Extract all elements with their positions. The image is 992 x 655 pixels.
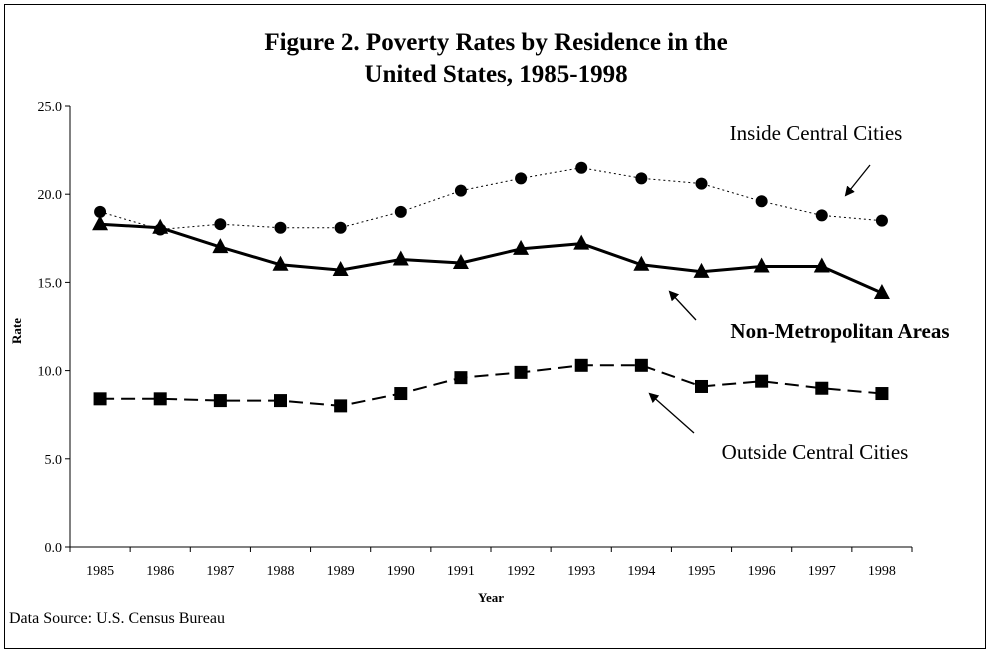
series-layer bbox=[92, 161, 890, 413]
x-tick-label: 1998 bbox=[868, 564, 896, 579]
x-tick-label: 1997 bbox=[808, 564, 836, 579]
circle-marker bbox=[515, 172, 528, 185]
triangle-marker bbox=[573, 234, 590, 250]
square-marker bbox=[274, 394, 287, 408]
circle-series-label: Inside Central Cities bbox=[730, 121, 903, 145]
axes: 0.0 5.0 10.0 15.0 20.0 25.0 1985 1986 1987 1988 19… bbox=[38, 100, 913, 579]
circle-marker bbox=[94, 205, 107, 218]
y-tick-label: 20.0 bbox=[38, 188, 63, 203]
x-tick-label: 1996 bbox=[748, 564, 776, 579]
y-tick-label: 10.0 bbox=[38, 365, 63, 380]
circle-marker bbox=[214, 218, 227, 231]
circle-marker bbox=[755, 195, 768, 208]
square-marker bbox=[213, 394, 227, 408]
triangle-marker bbox=[693, 262, 710, 278]
series-labels: Inside Central Cities Non-Metropolitan Ar… bbox=[648, 121, 950, 464]
circle-marker bbox=[454, 184, 467, 197]
square-marker bbox=[394, 387, 408, 401]
circle-marker bbox=[695, 177, 708, 190]
chart-frame bbox=[4, 4, 986, 649]
data-source-note: Data Source: U.S. Census Bureau bbox=[9, 610, 225, 627]
y-tick-label: 0.0 bbox=[45, 541, 63, 556]
triangle-marker bbox=[513, 239, 530, 255]
square-series-label: Outside Central Cities bbox=[722, 440, 909, 464]
square-series-line bbox=[100, 364, 882, 407]
square-marker bbox=[334, 399, 348, 413]
x-tick-label: 1988 bbox=[267, 564, 295, 579]
square-marker bbox=[574, 358, 588, 372]
circle-marker bbox=[815, 209, 828, 222]
x-tick-label: 1985 bbox=[86, 564, 114, 579]
y-tick-label: 15.0 bbox=[38, 276, 63, 291]
square-series-arrow bbox=[648, 392, 695, 434]
triangle-marker bbox=[753, 257, 770, 273]
circle-series-arrow bbox=[844, 164, 871, 197]
square-marker bbox=[875, 387, 889, 401]
x-tick-label: 1994 bbox=[627, 564, 655, 579]
triangle-marker bbox=[873, 283, 890, 299]
x-tick-label: 1992 bbox=[507, 564, 535, 579]
triangle-marker bbox=[332, 261, 349, 277]
chart-title-line2: United States, 1985-1998 bbox=[364, 61, 627, 88]
triangle-marker bbox=[452, 253, 469, 269]
square-marker bbox=[454, 371, 468, 385]
circle-marker bbox=[394, 205, 407, 218]
y-axis-label: Rate bbox=[9, 318, 24, 344]
square-marker bbox=[153, 392, 167, 406]
square-marker bbox=[755, 374, 769, 388]
triangle-series-label: Non-Metropolitan Areas bbox=[730, 319, 949, 343]
y-tick-label: 5.0 bbox=[45, 453, 63, 468]
square-marker bbox=[514, 365, 528, 379]
square-marker bbox=[695, 379, 708, 393]
circle-marker bbox=[274, 221, 287, 234]
x-tick-label: 1990 bbox=[387, 564, 415, 579]
x-tick-label: 1986 bbox=[146, 564, 174, 579]
x-axis-label: Year bbox=[478, 590, 504, 605]
circle-marker bbox=[635, 172, 648, 185]
x-tick-label: 1989 bbox=[327, 564, 355, 579]
triangle-series-arrow bbox=[668, 290, 697, 321]
circle-marker bbox=[334, 221, 347, 234]
y-tick-label: 25.0 bbox=[38, 100, 63, 115]
triangle-marker bbox=[92, 215, 109, 231]
triangle-marker bbox=[633, 255, 650, 271]
triangle-marker bbox=[392, 250, 409, 266]
triangle-marker bbox=[152, 218, 169, 234]
x-tick-label: 1993 bbox=[567, 564, 595, 579]
chart-title-line1: Figure 2. Poverty Rates by Residence in … bbox=[264, 29, 727, 56]
triangle-series-line bbox=[100, 222, 883, 295]
circle-marker bbox=[875, 214, 888, 227]
square-marker bbox=[634, 358, 648, 372]
x-tick-label: 1991 bbox=[447, 564, 475, 579]
circle-series-line bbox=[99, 167, 882, 230]
square-marker bbox=[815, 381, 829, 395]
triangle-marker bbox=[272, 255, 289, 271]
x-tick-label: 1995 bbox=[688, 564, 716, 579]
triangle-marker bbox=[212, 238, 229, 254]
circle-marker bbox=[575, 161, 588, 174]
triangle-marker bbox=[813, 257, 830, 273]
x-tick-label: 1987 bbox=[206, 564, 234, 579]
square-marker bbox=[93, 392, 107, 406]
